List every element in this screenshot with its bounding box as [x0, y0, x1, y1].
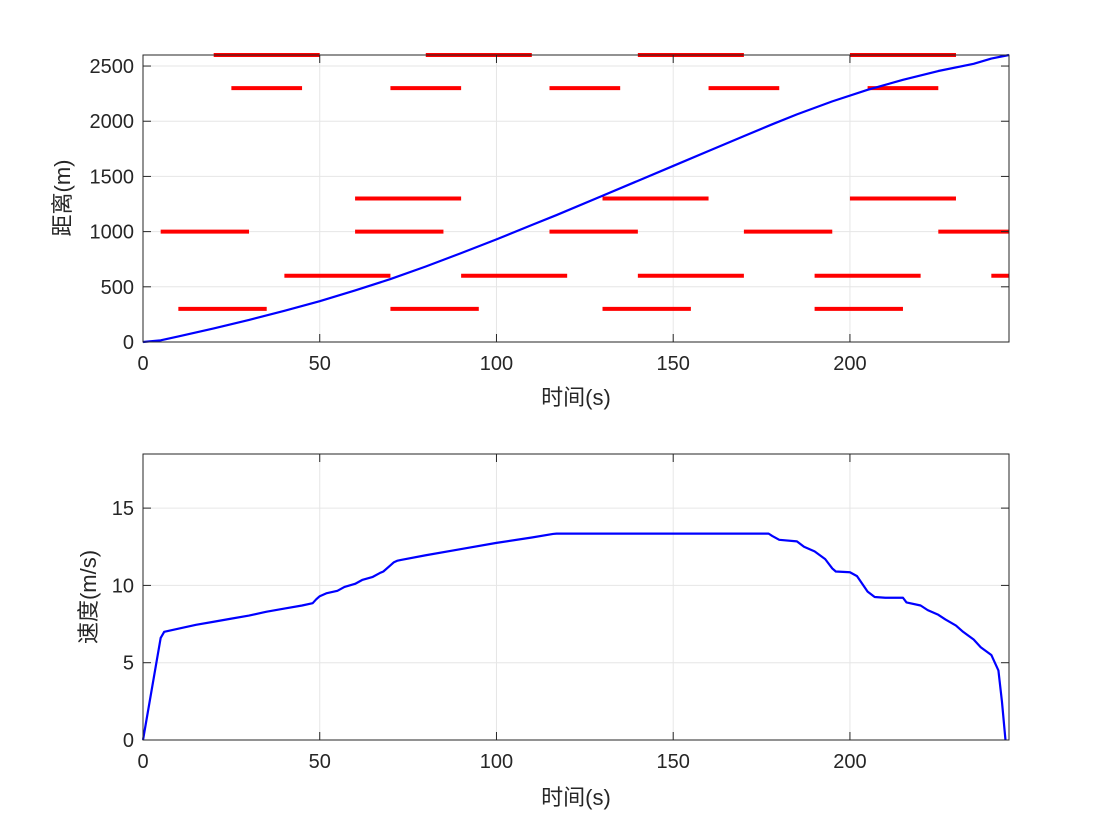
speed-axes-frame	[142, 453, 1010, 741]
speed-series-line	[141, 532, 1007, 741]
speed-series	[141, 532, 1007, 741]
speed-y-axis-label: 速度(m/s)	[76, 550, 101, 644]
distance-y-tick-label: 500	[101, 277, 134, 299]
distance-x-tick-label: 50	[309, 353, 331, 375]
speed-ticks: 0 50 100 150 200 0 5 10 15	[112, 454, 1009, 773]
distance-series	[142, 53, 1010, 344]
distance-axes-frame	[142, 54, 1010, 343]
speed-plot-area	[142, 453, 1010, 741]
speed-y-tick-label: 10	[112, 575, 134, 597]
speed-x-tick-label: 0	[137, 751, 148, 773]
speed-chart: 0 50 100 150 200 0 5 10 15 时间(s) 速度(m/s)	[76, 453, 1010, 810]
speed-x-tick-label: 50	[309, 751, 331, 773]
distance-y-tick-label: 2000	[90, 111, 135, 133]
speed-x-axis-label: 时间(s)	[541, 785, 611, 810]
distance-x-tick-label: 200	[833, 353, 866, 375]
distance-y-tick-label: 0	[123, 332, 134, 354]
speed-x-tick-label: 100	[480, 751, 513, 773]
distance-y-tick-label: 1500	[90, 166, 135, 188]
distance-y-tick-label: 2500	[90, 56, 135, 78]
speed-x-tick-label: 200	[833, 751, 866, 773]
distance-x-tick-label: 0	[137, 353, 148, 375]
distance-y-axis-label: 距离(m)	[50, 160, 75, 237]
distance-y-tick-label: 1000	[90, 222, 135, 244]
speed-y-tick-label: 5	[123, 653, 134, 675]
speed-y-tick-label: 15	[112, 498, 134, 520]
distance-x-tick-label: 100	[480, 353, 513, 375]
speed-y-tick-label: 0	[123, 730, 134, 752]
distance-x-axis-label: 时间(s)	[541, 385, 611, 410]
speed-x-tick-label: 150	[657, 751, 690, 773]
distance-x-tick-label: 150	[657, 353, 690, 375]
distance-series-line	[142, 53, 1010, 344]
